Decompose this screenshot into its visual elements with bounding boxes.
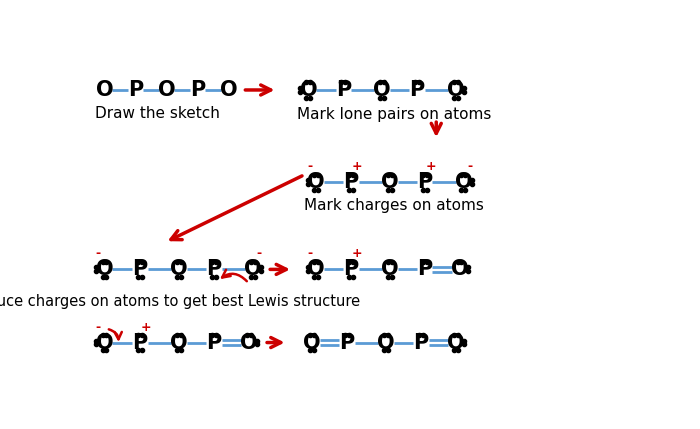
Text: O: O: [307, 260, 325, 279]
Text: P: P: [128, 80, 144, 100]
Text: P: P: [190, 80, 205, 100]
Text: O: O: [307, 172, 325, 192]
Text: -: -: [467, 160, 472, 173]
Text: Mark charges on atoms: Mark charges on atoms: [304, 198, 484, 213]
Text: P: P: [417, 260, 433, 279]
Text: +: +: [352, 160, 363, 173]
Text: -: -: [256, 248, 261, 260]
Text: O: O: [96, 332, 113, 353]
Text: O: O: [451, 260, 468, 279]
Text: -: -: [307, 160, 312, 173]
Text: O: O: [220, 80, 237, 100]
Text: P: P: [413, 332, 428, 353]
Text: O: O: [96, 260, 113, 279]
Text: O: O: [377, 332, 395, 353]
Text: O: O: [447, 80, 464, 100]
Text: O: O: [454, 172, 472, 192]
Text: O: O: [240, 332, 258, 353]
Text: P: P: [132, 260, 148, 279]
Text: P: P: [335, 80, 351, 100]
Text: O: O: [381, 172, 398, 192]
Text: P: P: [344, 260, 358, 279]
Text: O: O: [170, 260, 188, 279]
Text: Mark lone pairs on atoms: Mark lone pairs on atoms: [297, 107, 491, 122]
Text: +: +: [141, 320, 152, 334]
Text: P: P: [206, 260, 221, 279]
Text: -: -: [96, 320, 101, 334]
Text: -: -: [96, 248, 101, 260]
Text: O: O: [447, 332, 464, 353]
Text: O: O: [96, 80, 113, 100]
Text: P: P: [417, 172, 433, 192]
Text: O: O: [300, 80, 317, 100]
Text: P: P: [340, 332, 355, 353]
Text: O: O: [381, 260, 398, 279]
Text: O: O: [303, 332, 321, 353]
Text: Reduce charges on atoms to get best Lewis structure: Reduce charges on atoms to get best Lewi…: [0, 294, 360, 309]
Text: +: +: [352, 248, 363, 260]
Text: O: O: [244, 260, 261, 279]
Text: P: P: [132, 332, 148, 353]
Text: O: O: [158, 80, 176, 100]
Text: P: P: [206, 332, 221, 353]
Text: +: +: [426, 160, 436, 173]
Text: O: O: [373, 80, 391, 100]
Text: O: O: [170, 332, 188, 353]
Text: P: P: [410, 80, 424, 100]
Text: P: P: [344, 172, 358, 192]
Text: Draw the sketch: Draw the sketch: [95, 106, 220, 121]
Text: -: -: [307, 248, 312, 260]
